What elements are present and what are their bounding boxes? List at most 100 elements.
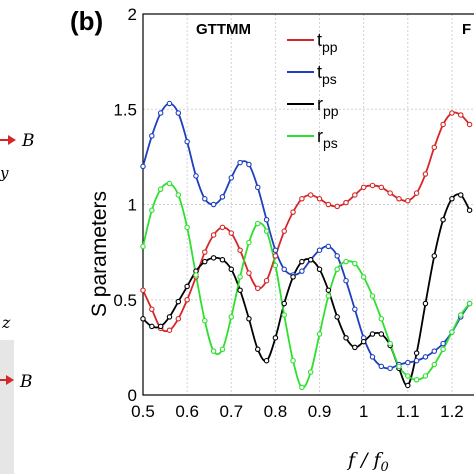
series-rpp-point [237, 287, 243, 293]
series-rps-point [369, 293, 376, 299]
series-rps-point [202, 317, 208, 324]
series-rpp-point [352, 344, 358, 351]
y-ticks: 0 0.5 1 1.5 2 [113, 5, 137, 405]
series-rps-point [413, 377, 420, 383]
series-tpp-point [458, 112, 464, 118]
series-tps-point [431, 348, 438, 354]
series-rpp-point [272, 335, 279, 341]
y-tick-label: 0 [128, 386, 137, 405]
arrow-top-head [8, 135, 16, 145]
series-rpp-point [378, 331, 385, 337]
series-tps-point [440, 340, 446, 347]
x-tick-label: 0.7 [219, 402, 243, 421]
series-tpp-point [387, 190, 393, 196]
x-tick-label: 0.8 [264, 402, 288, 421]
series-rps-point [272, 262, 279, 269]
series-rps-point [466, 300, 473, 307]
series-tpp-point [413, 190, 420, 196]
series-tps-point [184, 138, 190, 145]
series-rps-point [449, 329, 455, 335]
series-rps-point [396, 363, 402, 370]
series-tps-point [378, 363, 385, 370]
series-tps-point [316, 247, 323, 253]
axis-label-bottom: z [1, 313, 11, 332]
series-rps-point [387, 340, 393, 347]
legend-label-main: r [317, 94, 323, 114]
series-rpp-point [290, 274, 296, 280]
series-tpp-point [246, 270, 252, 276]
series-rpp-point [316, 266, 323, 273]
series-rps-point [360, 274, 367, 280]
series-tps-point [219, 194, 226, 200]
legend-label: rpp [317, 94, 339, 119]
series-tpp-point [210, 232, 217, 238]
series-rps-point [325, 293, 332, 299]
arrow-top-label: B [21, 131, 35, 151]
legend-label-sub: ps [323, 135, 338, 151]
series-rps-point [166, 180, 173, 187]
series-rps-point [157, 186, 164, 193]
series-rps-point [193, 272, 199, 278]
series-rpp-point [458, 192, 464, 198]
series-rps-point [254, 220, 261, 227]
x-tick-label: 1.2 [440, 402, 464, 421]
series-rps-point [422, 373, 429, 379]
x-tick-label: 1.1 [396, 402, 420, 421]
plot-frame [142, 13, 474, 396]
series-tps-point [281, 266, 287, 273]
series-tpp-point [166, 327, 173, 333]
series-rps-point [140, 243, 146, 250]
legend-label-sub: pp [323, 103, 339, 119]
series-tpp-point [272, 253, 279, 259]
series-tpp-point [422, 171, 429, 177]
series-rps-point [431, 361, 438, 368]
series-tps-point [193, 173, 199, 179]
series-tpp-point [290, 209, 296, 215]
series-rpp-point [210, 255, 217, 261]
left-panel: B y z B [0, 131, 35, 474]
legend-label: tpp [317, 30, 338, 55]
series-tpp-point [219, 224, 226, 231]
series-tpp-point [281, 228, 287, 234]
series-tpp-point [378, 184, 385, 191]
series-tpp-point [334, 203, 340, 210]
series-tpp-point [369, 182, 376, 189]
series-tpp-point [431, 144, 438, 151]
series-rps-point [175, 192, 182, 198]
left-panel-block [0, 340, 14, 474]
series-tps-point [369, 354, 376, 360]
legend-label-main: t [317, 30, 322, 50]
x-ticks: 0.5 0.6 0.7 0.8 0.9 1 1.1 1.2 [131, 402, 464, 421]
series-rps-point [334, 266, 340, 273]
method-label-right: F [462, 21, 471, 38]
series-rpp-point [334, 314, 340, 320]
chart: (b) 00.511.52 0.5 0.6 0.7 0.8 0.9 1 1.1 1.2 GTT… [70, 5, 474, 474]
series-rps-point [299, 384, 305, 391]
series-rps-point [440, 346, 446, 353]
series-rps-point [405, 373, 411, 379]
series-rpp-point [422, 300, 429, 307]
series-tpp-point [343, 199, 349, 206]
legend-label: rps [317, 126, 338, 151]
series-tpp-point [396, 196, 402, 202]
y-tick-label: 1.5 [113, 100, 137, 119]
series-tps-point [202, 196, 208, 202]
series-tps-point [343, 277, 349, 284]
series-rps-point [184, 224, 190, 231]
series-rps-point [352, 260, 358, 267]
series-rpp-point [413, 350, 420, 356]
x-tick-label: 0.9 [308, 402, 332, 421]
series-tps-point [272, 247, 279, 253]
series-rpp-point [325, 287, 332, 293]
x-tick-label: 1 [359, 402, 368, 421]
series-rpp-point [405, 382, 411, 389]
series-tpp-point [228, 230, 235, 236]
series-tps-point [237, 159, 243, 166]
series-tpp-point [184, 296, 190, 303]
series-tpp-point [449, 110, 455, 116]
series-tps-point [405, 359, 411, 366]
series-tps-point [299, 268, 305, 274]
x-axis-label: f / f0 [346, 449, 389, 474]
